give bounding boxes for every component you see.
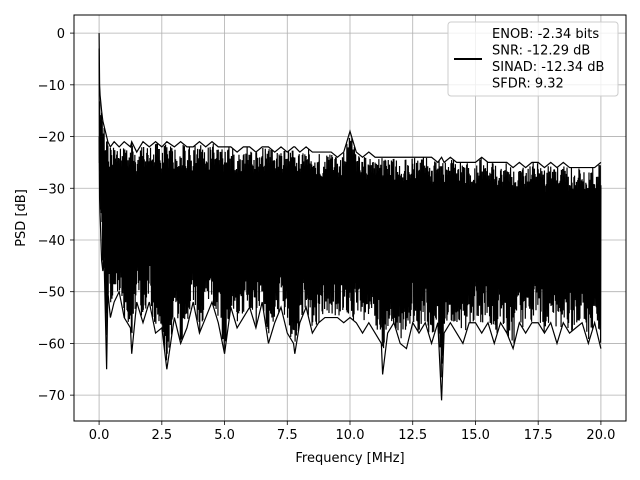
legend-sinad: SINAD: -12.34 dB xyxy=(492,60,604,75)
series-lower-envelope xyxy=(98,136,602,401)
x-axis-label: Frequency [MHz] xyxy=(295,451,404,466)
y-tick-label: −40 xyxy=(38,234,65,249)
y-tick-label: −10 xyxy=(38,79,65,94)
y-tick-label: 0 xyxy=(57,27,65,42)
series-upper-envelope xyxy=(98,33,602,169)
y-tick-label: −50 xyxy=(38,286,65,301)
x-tick-label: 20.0 xyxy=(586,428,615,443)
x-tick-label: 10.0 xyxy=(336,428,365,443)
legend-sfdr: SFDR: 9.32 xyxy=(492,77,564,92)
legend-enob: ENOB: -2.34 bits xyxy=(492,27,599,42)
x-tick-label: 2.5 xyxy=(151,428,172,443)
y-tick-label: −30 xyxy=(38,182,65,197)
y-axis-label: PSD [dB] xyxy=(14,189,29,247)
x-tick-label: 7.5 xyxy=(277,428,298,443)
legend: ENOB: -2.34 bits SNR: -12.29 dB SINAD: -… xyxy=(447,21,619,97)
y-tick-label: −70 xyxy=(38,389,65,404)
plot-frame xyxy=(73,14,627,422)
x-tick-label: 15.0 xyxy=(461,428,490,443)
legend-snr: SNR: -12.29 dB xyxy=(492,44,590,59)
series-noise-trace xyxy=(98,48,602,378)
x-tick-label: 17.5 xyxy=(524,428,553,443)
x-axis-ticks: 0.0 2.5 5.0 7.5 10.0 12.5 15.0 17.5 20.0 xyxy=(89,421,615,443)
series-group xyxy=(98,33,602,401)
x-tick-label: 0.0 xyxy=(89,428,110,443)
y-axis-ticks: 0 −10 −20 −30 −40 −50 −60 −70 xyxy=(38,27,74,404)
legend-box xyxy=(447,21,619,97)
y-tick-label: −60 xyxy=(38,337,65,352)
x-tick-label: 12.5 xyxy=(398,428,427,443)
x-tick-label: 5.0 xyxy=(214,428,235,443)
y-tick-label: −20 xyxy=(38,131,65,146)
